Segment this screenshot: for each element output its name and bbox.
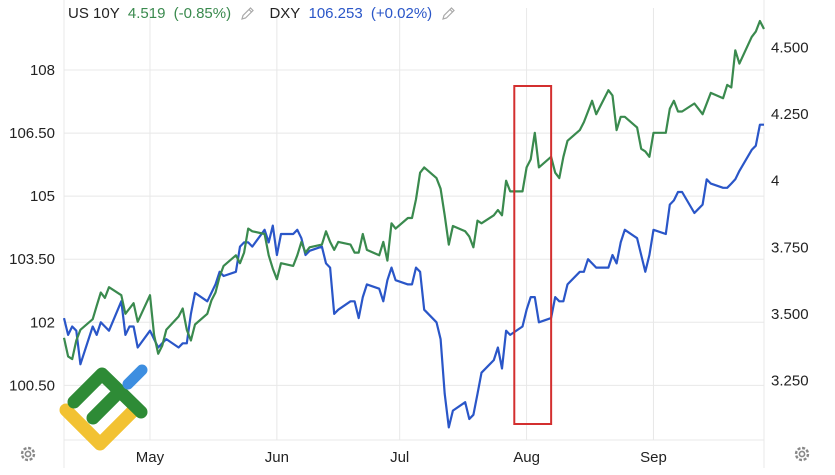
left-tick-label: 105 (30, 188, 55, 205)
legend-dxy-change: (+0.02%) (370, 5, 433, 22)
legend-dxy-name: DXY (269, 5, 301, 22)
left-tick-label: 100.50 (9, 377, 55, 394)
legend-us10y-name: US 10Y (68, 5, 120, 22)
right-tick-label: 3.250 (771, 372, 809, 389)
logo-icon (59, 364, 148, 451)
x-tick-label: Jul (390, 449, 409, 466)
x-tick-label: Jun (265, 449, 289, 466)
legend-us10y-value: 4.519 (127, 5, 166, 22)
x-tick-label: May (136, 449, 165, 466)
right-tick-label: 4.500 (771, 40, 809, 57)
right-tick-label: 4.250 (771, 106, 809, 123)
x-tick-label: Sep (640, 449, 667, 466)
x-tick-label: Aug (513, 449, 540, 466)
grid (63, 0, 765, 468)
left-tick-label: 103.50 (9, 251, 55, 268)
left-tick-label: 106.50 (9, 125, 55, 142)
highlight-box (513, 85, 553, 425)
gear-icon[interactable] (792, 444, 812, 464)
gear-icon[interactable] (18, 444, 38, 464)
legend-dxy-value: 106.253 (308, 5, 363, 22)
series-layer (62, 19, 765, 429)
series-line-us-10y (62, 19, 765, 361)
legend: US 10Y 4.519 (-0.85%) DXY 106.253 (+0.02… (68, 5, 466, 22)
right-axis: 3.250 3.500 3.750 4 4.250 4.500 (771, 40, 809, 390)
right-tick-label: 3.750 (771, 239, 809, 256)
right-tick-label: 3.500 (771, 306, 809, 323)
left-axis: 100.50 102 103.50 105 106.50 108 (9, 62, 55, 394)
right-tick-label: 4 (771, 173, 779, 190)
series-line-dxy (62, 123, 764, 429)
left-tick-label: 102 (30, 314, 55, 331)
x-axis: May Jun Jul Aug Sep (136, 449, 667, 466)
left-tick-label: 108 (30, 62, 55, 79)
legend-us10y-change: (-0.85%) (173, 5, 232, 22)
pencil-icon[interactable] (239, 7, 255, 21)
pencil-icon[interactable] (440, 7, 456, 21)
